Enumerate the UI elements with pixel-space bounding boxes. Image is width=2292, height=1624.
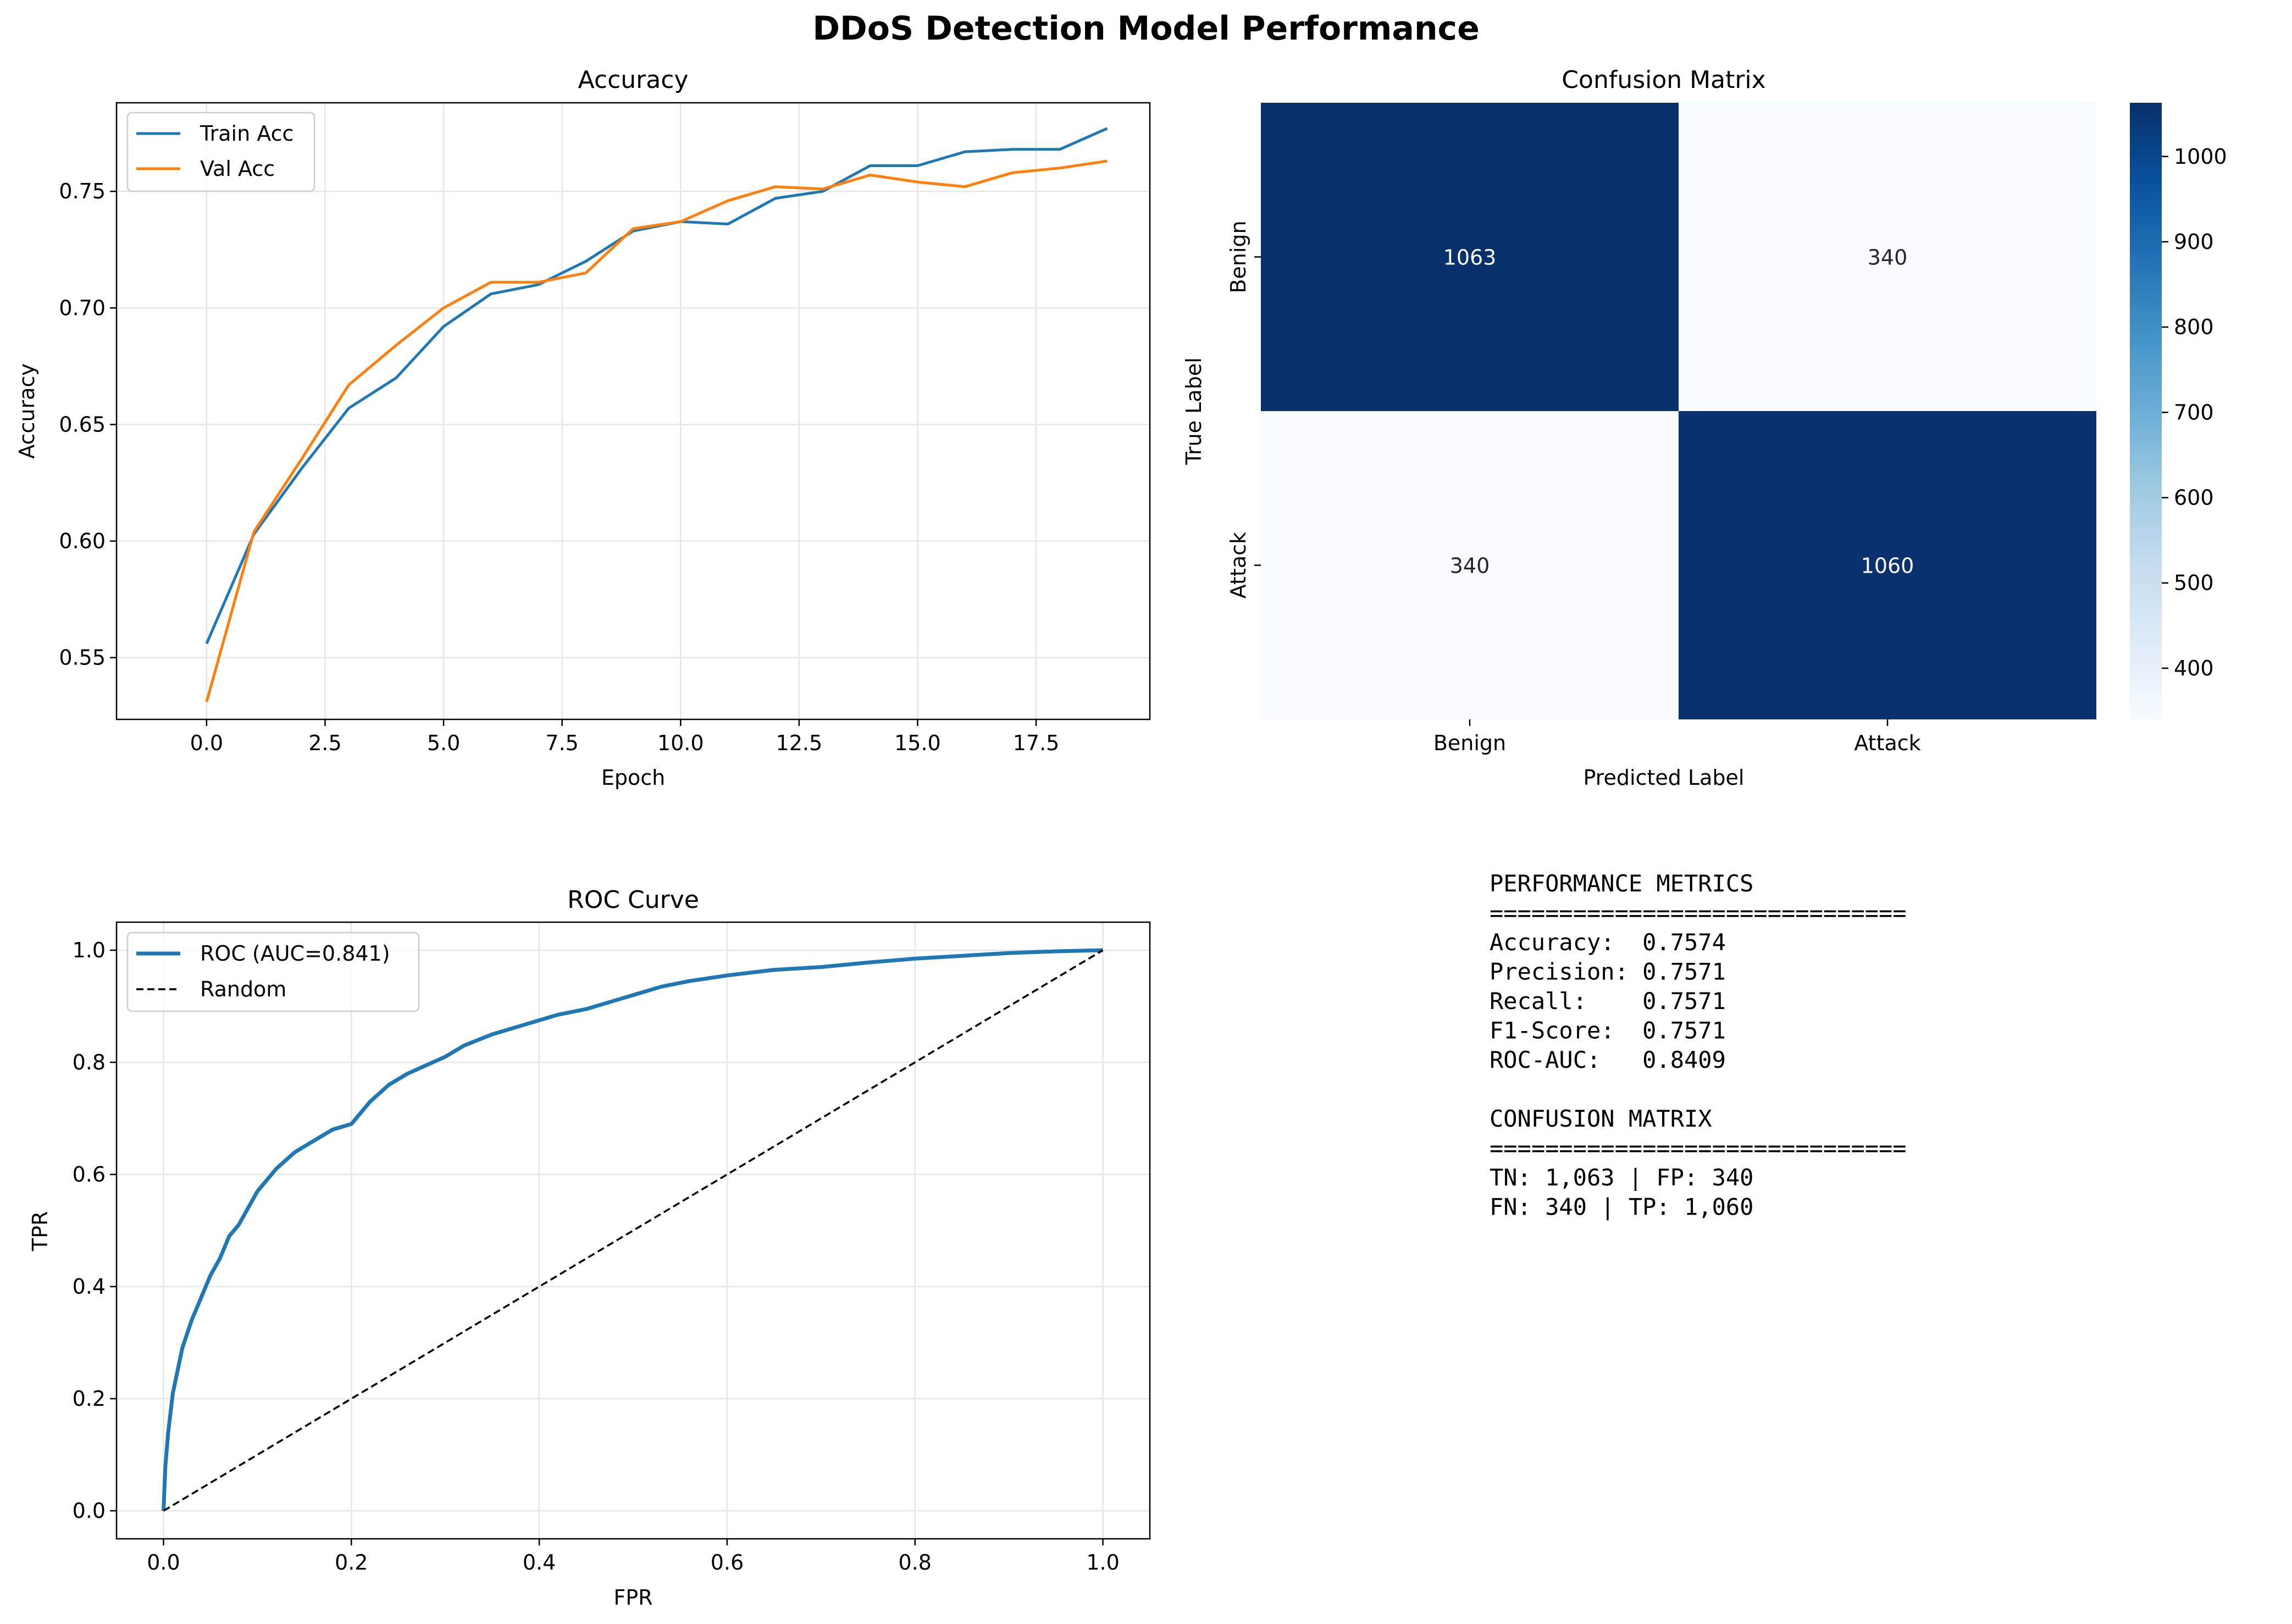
confusion-matrix-chart: Confusion Matrix 1063 340 340 1060 Benign At… (1182, 66, 2227, 790)
colorbar-tick-label: 900 (2174, 230, 2214, 254)
acc-x-tick-label: 5.0 (427, 731, 460, 755)
roc-y-tick-label: 0.2 (73, 1387, 106, 1411)
accuracy-ylabel: Accuracy (15, 363, 39, 459)
roc-y-tick-label: 0.4 (73, 1274, 106, 1299)
colorbar-tick-label: 400 (2174, 656, 2214, 680)
acc-y-tick-label: 0.75 (59, 179, 106, 203)
metrics-line: PERFORMANCE METRICS (1490, 870, 1753, 897)
acc-x-tick-label: 0.0 (190, 731, 223, 755)
cm-y-tick-label: Benign (1226, 220, 1250, 293)
metrics-line: F1-Score: 0.7571 (1490, 1017, 1726, 1044)
metrics-line: Precision: 0.7571 (1490, 958, 1726, 985)
legend-label-roc: ROC (AUC=0.841) (200, 941, 390, 966)
acc-x-tick-label: 15.0 (894, 731, 941, 755)
colorbar (2130, 103, 2162, 719)
roc-ylabel: TPR (28, 1211, 52, 1252)
roc-y-tick-label: 0.6 (73, 1162, 106, 1187)
acc-y-tick-label: 0.65 (59, 412, 106, 436)
roc-x-tick-label: 0.6 (711, 1550, 744, 1575)
colorbar-tick-label: 500 (2174, 571, 2214, 595)
acc-x-tick-label: 7.5 (545, 731, 578, 755)
roc-x-tick-label: 0.2 (335, 1550, 368, 1575)
roc-x-tick-label: 0.8 (899, 1550, 932, 1575)
roc-series-0-line (162, 948, 1103, 1511)
accuracy-xlabel: Epoch (601, 766, 665, 790)
accuracy-chart: Accuracy 0.0 2.5 5.0 7.5 10.0 12.5 15.0 17.5 0.5… (15, 66, 1151, 790)
metrics-panel: PERFORMANCE METRICS =====================… (1490, 870, 1907, 1221)
accuracy-chart-title: Accuracy (578, 66, 689, 94)
roc-y-tick-label: 1.0 (73, 938, 106, 962)
roc-axes-frame (115, 921, 1151, 1540)
acc-y-tick-label: 0.60 (59, 529, 106, 553)
metrics-line: FN: 340 | TP: 1,060 (1490, 1194, 1753, 1221)
colorbar-tick-label: 600 (2174, 486, 2214, 510)
roc-legend: ROC (AUC=0.841) Random (126, 932, 420, 1012)
legend-label-val: Val Acc (200, 157, 275, 181)
cm-cell-value: 1060 (1861, 554, 1914, 578)
metrics-line: Recall: 0.7571 (1490, 988, 1726, 1015)
legend-label-train: Train Acc (200, 121, 294, 146)
roc-x-tick-label: 0.4 (523, 1550, 556, 1575)
accuracy-axes-frame (115, 102, 1151, 720)
acc-x-tick-label: 12.5 (776, 731, 823, 755)
roc-legend-box (126, 932, 420, 1012)
acc-series-1-line (205, 159, 1108, 702)
cm-xlabel: Predicted Label (1584, 766, 1745, 790)
roc-chart: ROC Curve 0.0 0.2 0.4 0.6 0.8 1.0 0.0 0.2 0.4 0.6… (28, 886, 1151, 1610)
cm-cell-value: 340 (1868, 246, 1908, 270)
cm-cell-value: 1063 (1443, 246, 1497, 270)
metrics-line: TN: 1,063 | FP: 340 (1490, 1164, 1753, 1191)
cm-cell-value: 340 (1450, 554, 1490, 578)
acc-x-tick-label: 17.5 (1013, 731, 1060, 755)
acc-y-tick-label: 0.55 (59, 646, 106, 670)
confusion-matrix-title: Confusion Matrix (1562, 66, 1765, 94)
roc-chart-title: ROC Curve (567, 886, 699, 914)
cm-cell (1261, 411, 1679, 719)
metrics-line: Accuracy: 0.7574 (1490, 929, 1726, 956)
cm-ylabel: True Label (1182, 357, 1206, 465)
cm-x-tick-label: Attack (1854, 731, 1920, 755)
roc-x-tick-label: 1.0 (1086, 1550, 1119, 1575)
acc-x-tick-label: 2.5 (308, 731, 341, 755)
roc-y-tick-label: 0.0 (73, 1499, 106, 1523)
cm-cell (1679, 103, 2096, 411)
metrics-line: ============================== (1490, 900, 1907, 927)
roc-xlabel: FPR (613, 1586, 652, 1610)
cm-cell (1679, 411, 2096, 719)
cm-cell (1261, 103, 1679, 411)
colorbar-tick-label: 1000 (2174, 145, 2227, 169)
roc-series-1-line (163, 949, 1104, 1512)
acc-x-tick-label: 10.0 (657, 731, 704, 755)
cm-y-tick-label: Attack (1226, 532, 1250, 598)
cm-x-tick-label: Benign (1433, 731, 1506, 755)
colorbar-tick-label: 700 (2174, 400, 2214, 424)
metrics-line: CONFUSION MATRIX (1490, 1105, 1712, 1132)
roc-y-tick-label: 0.8 (73, 1050, 106, 1074)
accuracy-legend: Train Acc Val Acc (126, 112, 315, 192)
figure-title: DDoS Detection Model Performance (812, 9, 1480, 48)
metrics-line: ROC-AUC: 0.8409 (1490, 1046, 1726, 1073)
metrics-line: ============================== (1490, 1135, 1907, 1162)
legend-label-random: Random (200, 977, 286, 1001)
acc-series-0-line (205, 127, 1108, 645)
colorbar-tick-label: 800 (2174, 315, 2214, 339)
roc-x-tick-label: 0.0 (147, 1550, 180, 1575)
acc-y-tick-label: 0.70 (59, 296, 106, 320)
